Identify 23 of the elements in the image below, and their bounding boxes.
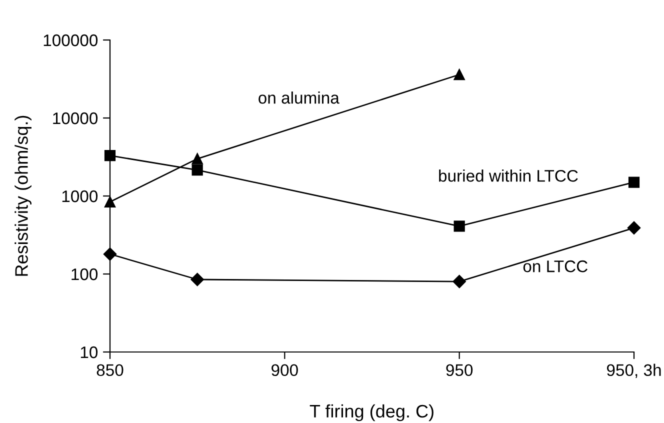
point [104, 150, 116, 162]
y-tick-label: 1000 [62, 190, 98, 202]
y-tick-label: 10000 [53, 112, 98, 124]
point [627, 221, 641, 234]
y-tick-label: 10 [80, 346, 98, 358]
x-tick-label: 850 [96, 364, 124, 376]
point [192, 164, 203, 176]
x-tick-label: 900 [272, 364, 298, 376]
point [628, 176, 640, 188]
y-tick-label: 100 [72, 268, 98, 280]
annotation: on LTCC [523, 260, 588, 272]
point [454, 69, 465, 80]
y-tick-label: 100000 [44, 34, 98, 46]
x-tick-label: 950 [446, 364, 473, 376]
point [452, 274, 466, 288]
point [190, 272, 204, 286]
point [192, 153, 203, 164]
y-axis-title: Resistivity (ohm/sq.) [14, 116, 32, 276]
point [454, 220, 465, 232]
x-axis-title: T firing (deg. C) [310, 404, 434, 422]
annotation: on alumina [258, 92, 340, 104]
annotation: buried within LTCC [439, 170, 578, 182]
x-tick-label: 950, 3h [606, 364, 661, 378]
